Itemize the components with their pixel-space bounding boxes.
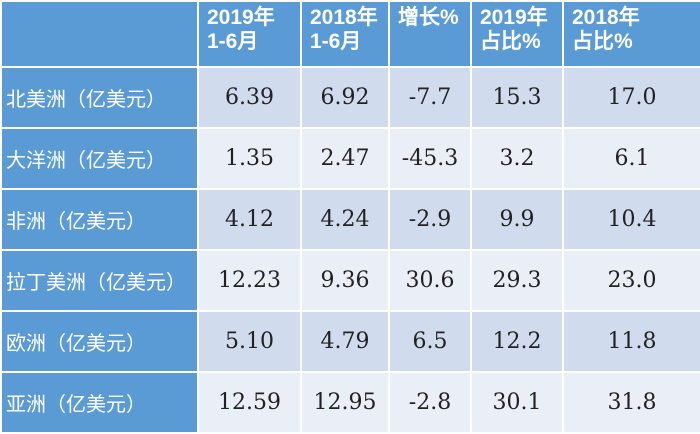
table-row: 大洋洲（亿美元） 1.35 2.47 -45.3 3.2 6.1 [0, 127, 700, 190]
row-label: 大洋洲（亿美元） [0, 127, 199, 190]
table-cell: 6.39 [197, 66, 302, 129]
table-cell: 15.3 [470, 66, 564, 129]
table-cell: 17.0 [562, 66, 700, 129]
table-body: 北美洲（亿美元） 6.39 6.92 -7.7 15.3 17.0 大洋洲（亿美… [0, 66, 700, 434]
table-row: 欧洲（亿美元） 5.10 4.79 6.5 12.2 11.8 [0, 310, 700, 373]
header-line: 2019年 [480, 6, 548, 29]
table-cell: 12.95 [300, 371, 390, 434]
table-row: 北美洲（亿美元） 6.39 6.92 -7.7 15.3 17.0 [0, 66, 700, 129]
header-corner-cell [0, 0, 199, 68]
table-cell: 12.23 [197, 249, 302, 312]
table-cell: 4.24 [300, 188, 390, 251]
table-cell: 9.9 [470, 188, 564, 251]
header-line: 2019年 [207, 6, 275, 29]
table-cell: 12.2 [470, 310, 564, 373]
header-line: 1-6月 [310, 30, 362, 53]
table-cell: -45.3 [388, 127, 472, 190]
table-cell: 1.35 [197, 127, 302, 190]
table-cell: 6.1 [562, 127, 700, 190]
header-line: 2018年 [572, 6, 640, 29]
table-cell: 9.36 [300, 249, 390, 312]
table-cell: 29.3 [470, 249, 564, 312]
table-cell: -2.8 [388, 371, 472, 434]
header-2019-share: 2019年 占比% [470, 0, 564, 68]
table-cell: -2.9 [388, 188, 472, 251]
table-row: 亚洲（亿美元） 12.59 12.95 -2.8 30.1 31.8 [0, 371, 700, 434]
table-cell: 4.12 [197, 188, 302, 251]
table-cell: 23.0 [562, 249, 700, 312]
header-growth: 增长% [388, 0, 472, 68]
table-cell: 6.92 [300, 66, 390, 129]
table-cell: 10.4 [562, 188, 700, 251]
header-row: 2019年 1-6月 2018年 1-6月 增长% 2019年 占比% 2018… [0, 0, 700, 68]
header-line: 占比% [572, 30, 633, 53]
row-label: 拉丁美洲（亿美元） [0, 249, 199, 312]
table-cell: -7.7 [388, 66, 472, 129]
table-cell: 6.5 [388, 310, 472, 373]
table-cell: 2.47 [300, 127, 390, 190]
table-cell: 11.8 [562, 310, 700, 373]
table-cell: 30.1 [470, 371, 564, 434]
table-cell: 31.8 [562, 371, 700, 434]
header-line: 增长% [398, 6, 459, 29]
header-2018-share: 2018年 占比% [562, 0, 700, 68]
table-row: 非洲（亿美元） 4.12 4.24 -2.9 9.9 10.4 [0, 188, 700, 251]
table-row: 拉丁美洲（亿美元） 12.23 9.36 30.6 29.3 23.0 [0, 249, 700, 312]
row-label: 亚洲（亿美元） [0, 371, 199, 434]
header-2018-h1: 2018年 1-6月 [300, 0, 390, 68]
row-label: 北美洲（亿美元） [0, 66, 199, 129]
row-label: 欧洲（亿美元） [0, 310, 199, 373]
table-cell: 5.10 [197, 310, 302, 373]
row-label: 非洲（亿美元） [0, 188, 199, 251]
header-line: 1-6月 [207, 30, 259, 53]
table-cell: 3.2 [470, 127, 564, 190]
header-2019-h1: 2019年 1-6月 [197, 0, 302, 68]
header-line: 占比% [480, 30, 541, 53]
table-cell: 4.79 [300, 310, 390, 373]
table-cell: 30.6 [388, 249, 472, 312]
header-line: 2018年 [310, 6, 378, 29]
table-header: 2019年 1-6月 2018年 1-6月 增长% 2019年 占比% 2018… [0, 0, 700, 68]
table-cell: 12.59 [197, 371, 302, 434]
